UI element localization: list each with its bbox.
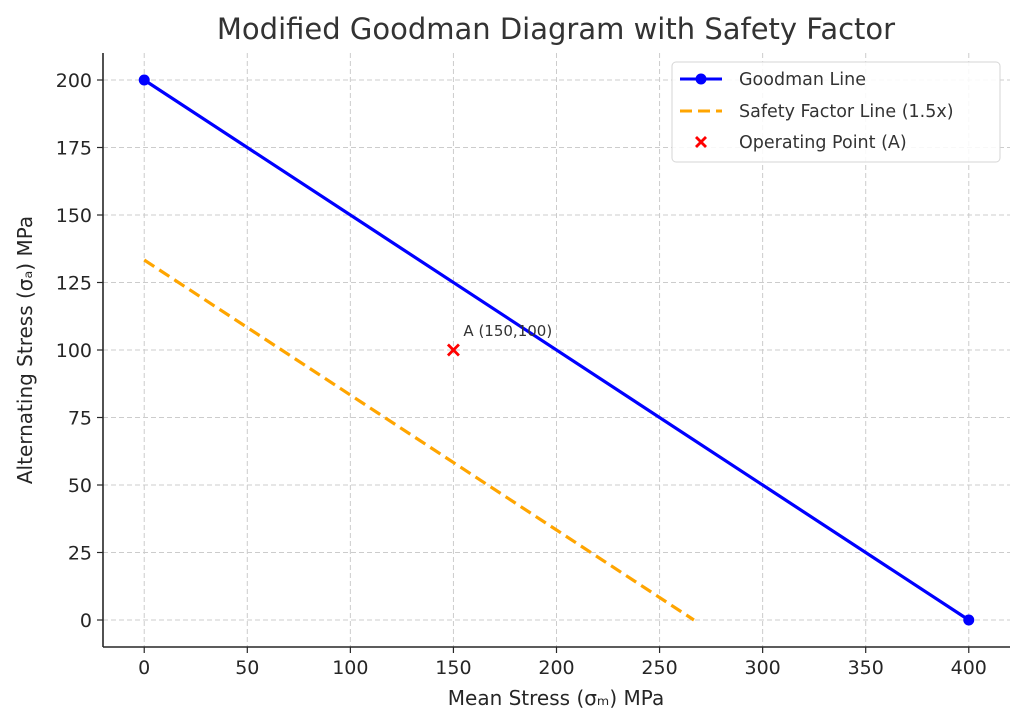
axes: 0 50 100 150 200 250 300 350 400 0 25 50 75 100 125 150… (56, 53, 1010, 679)
operating-point-marker (446, 343, 460, 357)
y-tick-label: 75 (68, 408, 92, 430)
x-tick-label: 50 (235, 657, 259, 679)
series-marker-0 (138, 74, 150, 86)
x-tick-label: 400 (951, 657, 987, 679)
y-tick-label: 100 (56, 340, 92, 362)
x-tick-label: 350 (848, 657, 884, 679)
operating-point-stroke (446, 343, 460, 357)
x-tick-label: 150 (435, 657, 471, 679)
legend: Goodman Line Safety Factor Line (1.5x) O… (671, 61, 1001, 163)
y-tick-label: 150 (56, 205, 92, 227)
x-tick-label: 100 (332, 657, 368, 679)
x-tick-label: 200 (538, 657, 574, 679)
y-tick-label: 125 (56, 273, 92, 295)
legend-goodman-marker (695, 73, 707, 85)
x-axis-label: Mean Stress (σₘ) MPa (448, 686, 664, 710)
chart-title: Modified Goodman Diagram with Safety Fac… (217, 12, 895, 46)
annotation-operating-point: A (150,100) (463, 322, 552, 340)
legend-safety-label: Safety Factor Line (1.5x) (739, 102, 954, 122)
y-tick-label: 175 (56, 138, 92, 160)
x-tick-label: 250 (641, 657, 677, 679)
series (138, 74, 975, 626)
y-tick-label: 50 (68, 475, 92, 497)
legend-operating-marker (695, 136, 707, 148)
series-line-0 (143, 78, 970, 622)
y-tick-label: 0 (80, 610, 92, 632)
y-tick-label: 200 (56, 70, 92, 92)
legend-operating-label: Operating Point (A) (739, 133, 907, 153)
series-line-1 (143, 258, 695, 622)
x-tick-label: 300 (745, 657, 781, 679)
y-tick-label: 25 (68, 543, 92, 565)
y-axis-label: Alternating Stress (σₐ) MPa (13, 216, 37, 484)
legend-goodman-label: Goodman Line (739, 70, 866, 90)
x-tick-label: 0 (138, 657, 150, 679)
legend-box (671, 61, 1001, 163)
series-marker-0 (963, 614, 975, 626)
